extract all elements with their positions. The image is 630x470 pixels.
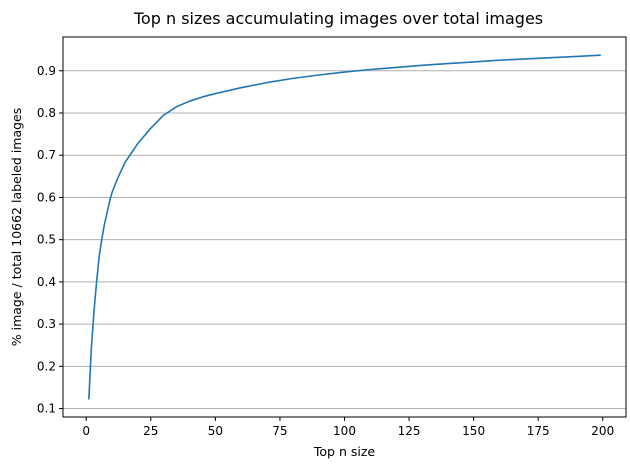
y-tick-label: 0.8 xyxy=(37,106,56,120)
x-axis-label: Top n size xyxy=(313,444,376,459)
x-tick-label: 175 xyxy=(527,424,550,438)
y-axis-label: % image / total 10662 labeled images xyxy=(9,108,24,347)
x-tick-label: 0 xyxy=(82,424,90,438)
x-axis-ticks: 0 25 50 75 100 125 150 175 200 xyxy=(82,417,614,438)
chart-title: Top n sizes accumulating images over tot… xyxy=(133,9,543,28)
y-tick-label: 0.3 xyxy=(37,317,56,331)
x-tick-label: 50 xyxy=(208,424,223,438)
y-tick-label: 0.2 xyxy=(37,359,56,373)
x-tick-label: 150 xyxy=(462,424,485,438)
x-tick-label: 100 xyxy=(333,424,356,438)
x-tick-label: 25 xyxy=(143,424,158,438)
x-tick-label: 75 xyxy=(272,424,287,438)
y-axis-ticks: 0.1 0.2 0.3 0.4 0.5 0.6 0.7 0.8 0.9 xyxy=(37,64,63,416)
y-tick-label: 0.1 xyxy=(37,402,56,416)
y-tick-label: 0.9 xyxy=(37,64,56,78)
y-tick-label: 0.4 xyxy=(37,275,56,289)
x-tick-label: 200 xyxy=(591,424,614,438)
plot-area xyxy=(88,54,601,400)
x-tick-label: 125 xyxy=(398,424,421,438)
y-tick-label: 0.7 xyxy=(37,148,56,162)
series-line xyxy=(88,54,601,400)
grid-lines xyxy=(63,70,626,410)
axes-frame xyxy=(62,36,627,418)
y-tick-label: 0.6 xyxy=(37,190,56,204)
y-tick-label: 0.5 xyxy=(37,233,56,247)
